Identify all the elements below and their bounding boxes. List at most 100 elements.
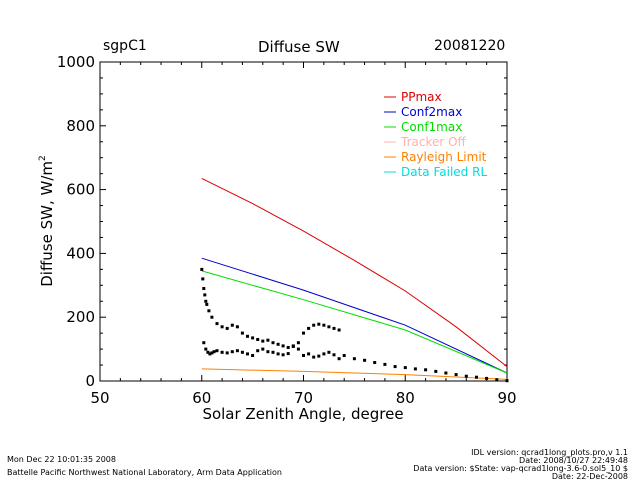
x-tick-label: 80 [396,389,415,407]
data-point [251,336,255,340]
series-line-rayleigh-limit [201,368,508,380]
data-point [225,326,229,330]
data-point [202,341,206,345]
data-point [207,309,211,313]
footer-data-date: Date: 22-Dec-2008 [551,472,628,481]
x-tick-label: 50 [90,389,109,407]
legend-label: Tracker Off [400,135,467,149]
site-label: sgpC1 [103,38,147,54]
footer-timestamp: Mon Dec 22 10:01:35 2008 [7,455,116,464]
data-point [296,347,300,351]
footer-org: Battelle Pacific Northwest National Labo… [7,468,282,477]
data-point [201,277,205,281]
data-point [220,350,224,354]
data-point [485,376,489,380]
series-line-ppmax [201,177,508,367]
y-tick-label: 400 [66,244,95,262]
data-point [332,326,336,330]
data-point [212,350,216,354]
data-point [271,341,275,345]
data-point [317,322,321,326]
data-point [464,374,468,378]
data-point [302,331,305,335]
data-point [256,338,260,341]
data-point [291,344,295,348]
footer-idl-version: IDL version: qcrad1long_plots.pro,v 1.1 [471,448,628,457]
y-axis-label-group: Diffuse SW, W/m2 [38,155,56,287]
data-point [246,352,249,356]
data-point [322,352,326,356]
data-point [383,362,387,366]
data-point [215,322,219,326]
data-point [200,267,204,271]
data-point [208,352,212,356]
legend-label: Conf1max [401,120,462,134]
data-point [271,350,275,354]
series-layer [200,177,509,383]
x-tick-label: 70 [294,389,313,407]
data-point [444,371,448,375]
data-point [215,349,219,353]
data-point [210,315,214,319]
y-tick-label: 800 [66,117,95,135]
axis-ticks: 50 60 70 80 90 0 200 400 600 800 1000 [57,53,517,407]
footer-data-version: Data version: $State: vap-qcrad1long-3.6… [413,464,628,473]
data-point [312,323,316,327]
data-point [454,373,458,377]
data-point [342,354,346,357]
data-point [266,350,270,354]
data-point [225,351,229,355]
page-title: Diffuse SW [258,38,340,56]
data-point [424,368,428,372]
data-point [240,331,244,335]
data-point [202,287,206,290]
data-point [246,334,249,338]
series-line-conf2max [201,257,508,374]
data-point [281,353,285,357]
y-tick-label: 1000 [57,53,95,71]
legend-label: Conf2max [401,105,462,119]
data-point [220,325,224,329]
date-label: 20081220 [434,38,506,54]
legend-label: Rayleigh Limit [401,150,487,164]
data-point [204,299,208,303]
footer-idl-date: Date: 2008/10/27 22:49:48 [519,456,628,465]
data-point [332,353,336,357]
data-point [204,347,208,351]
data-point [312,355,316,359]
data-point [281,344,285,348]
data-point [475,375,478,379]
y-tick-label: 200 [66,308,95,326]
legend-label: Data Failed RL [401,165,487,179]
data-point [286,346,290,349]
y-axis-label-text: Diffuse SW, W/m [38,161,56,287]
data-point [251,354,255,357]
data-point [256,349,260,353]
data-point [393,365,397,369]
data-point [337,357,341,361]
y-tick-label: 0 [85,372,95,390]
data-point [302,354,305,357]
data-point [307,352,311,356]
y-axis-label-sup: 2 [38,155,48,161]
data-point [296,341,300,345]
data-point [327,350,331,354]
data-point [434,369,438,373]
data-point [307,326,311,330]
data-point [206,350,210,354]
data-point [235,325,239,329]
data-point [210,351,214,355]
data-point [203,293,207,297]
data-point [261,347,265,351]
data-point [403,366,407,370]
data-point [276,352,280,356]
data-point [261,339,265,343]
data-point [286,352,290,356]
data-point [352,357,356,361]
data-point [205,302,209,306]
y-tick-label: 600 [66,181,95,199]
series-line-conf1max [201,270,508,374]
data-point [505,379,509,383]
